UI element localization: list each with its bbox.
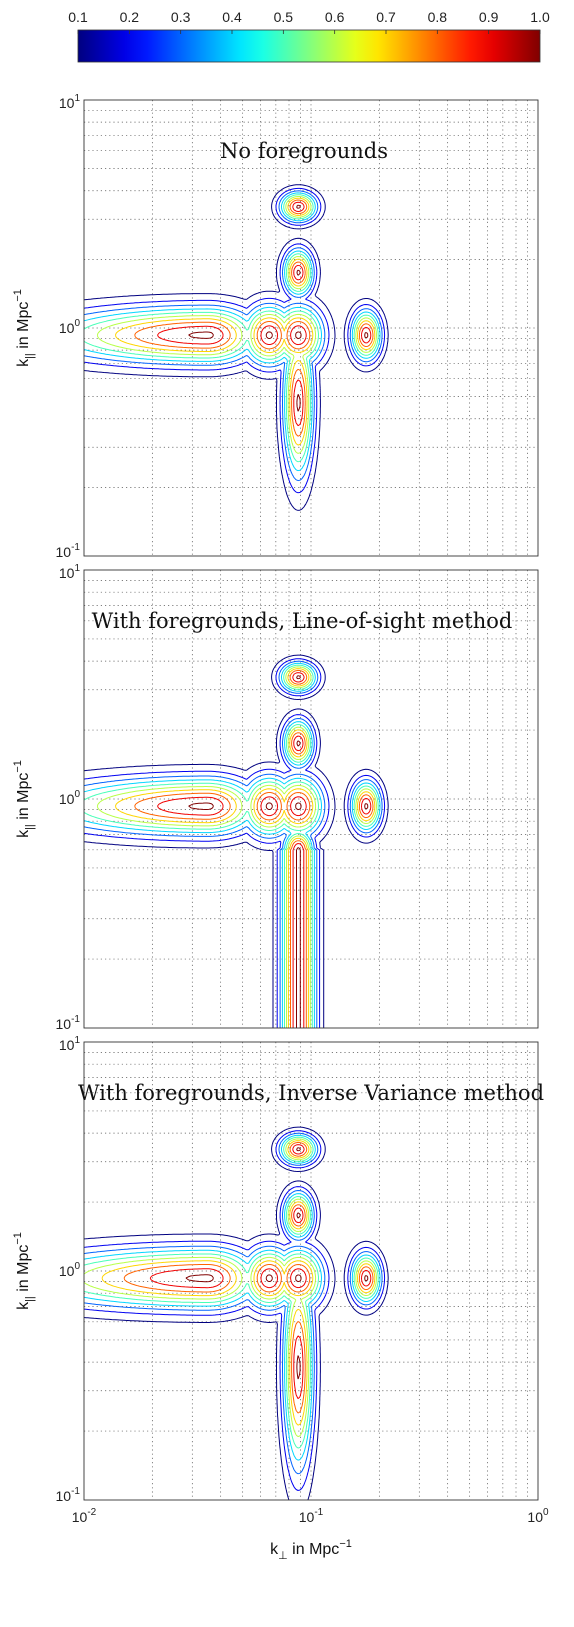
colorbar-tick-label: 0.9 [479, 9, 499, 25]
colorbar-tick-label: 0.5 [274, 9, 294, 25]
contour-level-0.2 [84, 1130, 386, 1491]
contour-level-0.1 [84, 1126, 389, 1500]
x-axis-label: k⊥ in Mpc−1 [270, 1538, 352, 1562]
colorbar-tick-label: 0.7 [376, 9, 396, 25]
colorbar-tick-label: 0.4 [222, 9, 242, 25]
contour-level-0.9 [149, 1144, 372, 1400]
panel-2: 10-1 100 101 k|| in Mpc−1 With foregrounds, … [12, 563, 539, 1032]
contour-level-0.8 [134, 669, 374, 1028]
y-tick-label: 100 [59, 789, 81, 807]
panel-3: 10-1 100 101 k|| in Mpc−1 With foregrounds, … [12, 1035, 544, 1504]
y-axis-label: k|| in Mpc−1 [12, 760, 36, 838]
contour-level-0.4 [84, 192, 381, 472]
contour-level-1 [188, 204, 369, 412]
plot-frame [83, 569, 539, 1029]
colorbar: 0.1 0.2 0.3 0.4 0.5 0.6 0.7 0.8 0.9 1.0 [68, 9, 550, 63]
contour-lines [84, 184, 389, 511]
y-tick-label: 101 [59, 1035, 81, 1053]
y-tick-label: 101 [59, 563, 81, 581]
x-tick-label: 100 [527, 1507, 549, 1525]
contour-level-0.3 [84, 660, 383, 1028]
contour-level-0.3 [84, 190, 383, 482]
colorbar-tick-label: 0.8 [428, 9, 448, 25]
colorbar-tick-label: 1.0 [530, 9, 550, 25]
contour-level-0.9 [157, 201, 372, 427]
contour-lines [84, 1126, 389, 1500]
contour-level-0.1 [84, 654, 389, 1028]
x-axis: 10-2 10-1 100 k⊥ in Mpc−1 [72, 1507, 549, 1562]
grid-lines [84, 1042, 538, 1500]
contour-level-0.9 [157, 672, 372, 1028]
contour-level-0.5 [84, 194, 379, 463]
x-tick-label: 10-2 [72, 1507, 97, 1525]
y-tick-label: 101 [59, 93, 81, 111]
contour-lines [84, 654, 389, 1028]
contour-level-0.3 [84, 1132, 383, 1475]
y-axis-label: k|| in Mpc−1 [12, 289, 36, 367]
colorbar-tick-label: 0.6 [325, 9, 345, 25]
panel-1: 10-1 100 101 k|| in Mpc−1 No foregrounds [12, 93, 539, 560]
y-tick-label: 10-1 [56, 1486, 81, 1504]
panel-annotation: With foregrounds, Inverse Variance metho… [78, 1081, 544, 1105]
panel-annotation: No foregrounds [220, 139, 388, 163]
contour-level-0.7 [115, 197, 376, 446]
y-tick-label: 10-1 [56, 542, 81, 560]
contour-level-0.4 [84, 662, 381, 1028]
contour-level-0.8 [123, 1141, 374, 1414]
contour-level-0.5 [84, 1136, 379, 1449]
panel-annotation: With foregrounds, Line-of-sight method [92, 609, 513, 633]
contour-level-0.2 [84, 658, 386, 1028]
y-tick-label: 100 [59, 1261, 81, 1279]
y-axis-label: k|| in Mpc−1 [12, 1232, 36, 1310]
contour-level-0.4 [84, 1134, 381, 1461]
colorbar-tick-label: 0.2 [120, 9, 140, 25]
contour-level-1 [188, 675, 369, 1028]
contour-level-0.6 [96, 196, 377, 454]
plot-frame [83, 1041, 539, 1501]
contour-level-0.1 [84, 184, 389, 511]
colorbar-tick-label: 0.1 [68, 9, 88, 25]
colorbar-gradient [77, 29, 541, 63]
y-tick-label: 10-1 [56, 1014, 81, 1032]
contour-level-0.6 [96, 666, 377, 1028]
contour-level-0.7 [101, 1140, 376, 1426]
contour-level-0.8 [134, 199, 374, 437]
colorbar-tick-label: 0.3 [171, 9, 191, 25]
x-tick-label: 10-1 [299, 1507, 324, 1525]
y-tick-label: 100 [59, 318, 81, 336]
contour-level-0.2 [84, 187, 386, 494]
plot-frame [83, 99, 539, 557]
grid-lines [84, 570, 538, 1028]
contour-level-0.6 [84, 1138, 377, 1438]
contour-level-0.5 [84, 664, 379, 1028]
contour-level-0.7 [115, 668, 376, 1028]
contour-level-1 [185, 1147, 369, 1380]
